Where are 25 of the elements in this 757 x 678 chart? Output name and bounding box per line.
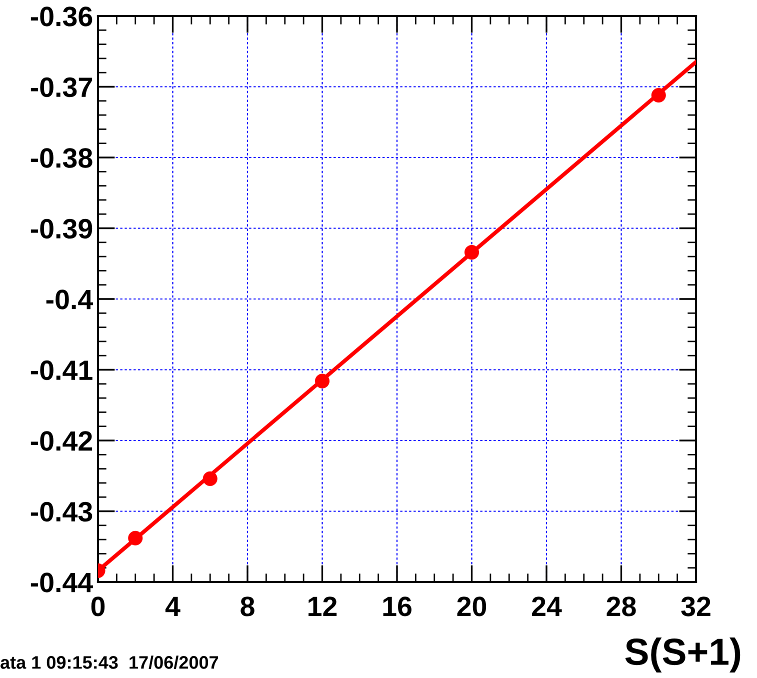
x-tick-label: 28: [606, 596, 636, 616]
x-tick-label: 16: [383, 596, 412, 616]
text: ata 1 09:15:43 17/06/2007: [0, 656, 218, 670]
point: [314, 374, 330, 388]
point: [202, 471, 218, 486]
x-tick-label: 0: [91, 596, 105, 616]
y-tick-label: -0.43: [30, 502, 92, 522]
x-tick-label: 24: [532, 596, 562, 616]
x-axis-title: S(S+1): [625, 638, 740, 672]
point: [464, 245, 480, 260]
y-tick-label: -0.42: [30, 431, 92, 451]
y-tick-label: -0.38: [30, 148, 92, 168]
y-tick-label: -0.41: [30, 360, 92, 380]
y-tick-label: -0.4: [46, 290, 93, 310]
point: [651, 88, 666, 103]
x-tick-label: 8: [240, 596, 254, 616]
x-tick-label: 4: [165, 596, 180, 616]
y-tick-label: -0.44: [30, 572, 93, 592]
y-tick-label: -0.36: [30, 6, 92, 26]
y-tick-label: -0.37: [30, 77, 92, 98]
y-tick-label: -0.39: [30, 218, 92, 239]
point: [128, 530, 143, 546]
x-tick-label: 32: [681, 596, 710, 616]
x-tick-label: 20: [457, 596, 486, 616]
x-tick-label: 12: [308, 596, 337, 616]
